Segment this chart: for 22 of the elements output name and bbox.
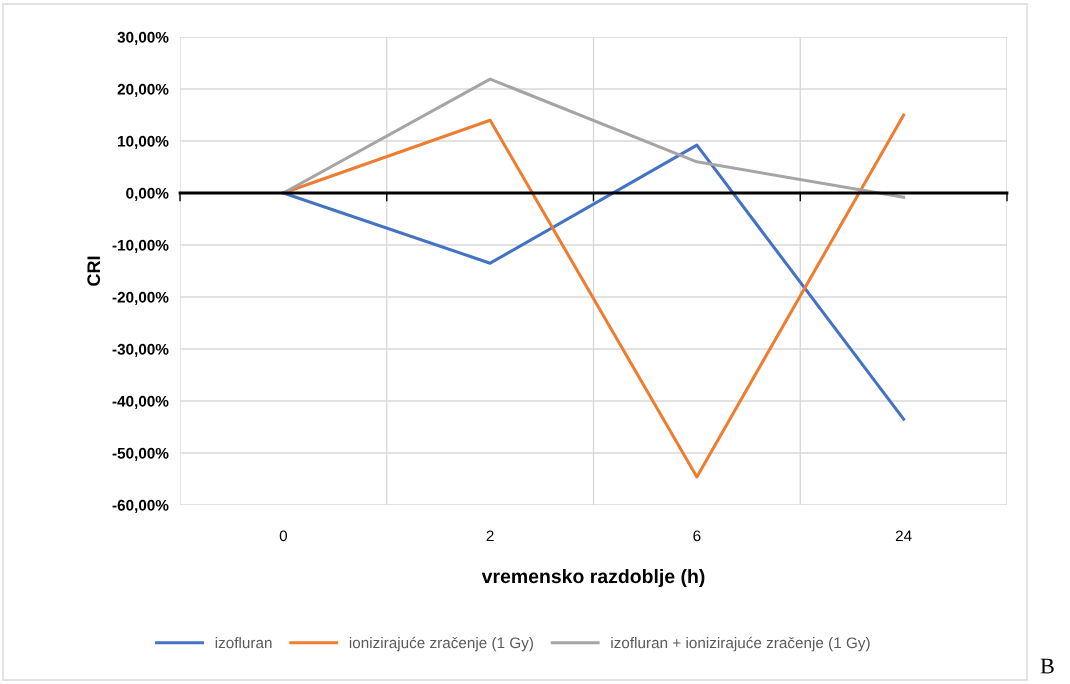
text: B [1040, 658, 1054, 674]
y-tick-label: 10,00% [118, 135, 169, 149]
x-axis-title: vremensko razdoblje (h) [481, 568, 705, 588]
x-tick-label: 0 [279, 530, 288, 542]
y-tick-label: 0,00% [126, 187, 169, 201]
x-tick-label: 2 [486, 530, 494, 542]
x-tick-label: 6 [693, 530, 701, 542]
y-tick-label: -60,00% [112, 499, 169, 513]
y-tick-label: -20,00% [112, 291, 169, 305]
y-axis-title: CRI [87, 256, 101, 286]
legend-label: ionizirajuće zračenje (1 Gy) [349, 636, 533, 652]
line-series [281, 77, 906, 199]
y-tick-label: -10,00% [112, 239, 169, 253]
y-tick-label: -50,00% [112, 447, 169, 461]
legend-label: izofluran + ionizirajuće zračenje (1 Gy) [611, 636, 870, 652]
legend-label: izofluran [215, 637, 272, 649]
y-tick-label: 30,00% [117, 31, 169, 45]
x-tick-label: 24 [895, 530, 912, 542]
y-tick-label: -30,00% [112, 343, 169, 357]
y-tick-label: 20,00% [117, 83, 169, 97]
line-series [281, 143, 906, 421]
y-tick-label: -40,00% [112, 395, 169, 409]
